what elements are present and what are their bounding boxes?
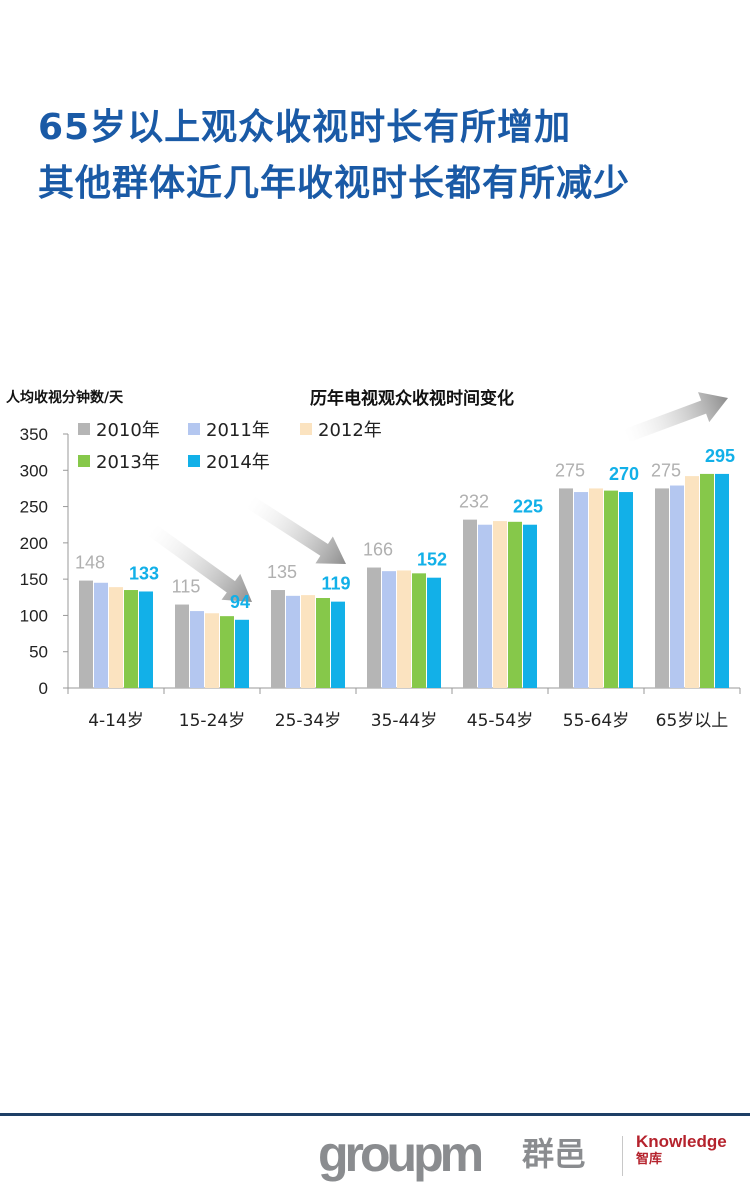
bar-2011年-25-34岁 [286,595,300,688]
bar-2010年-65岁以上 [655,488,669,688]
legend-swatch-2010年 [78,423,90,435]
bar-2014年-4-14岁 [139,591,153,688]
y-tick-label: 200 [20,534,48,553]
legend-swatch-2012年 [300,423,312,435]
data-label-2010年: 166 [363,540,393,560]
trend-arrow-up [623,392,728,443]
legend-label-2012年: 2012年 [318,420,382,441]
x-tick-label: 35-44岁 [371,711,437,731]
bar-2010年-25-34岁 [271,590,285,688]
data-label-2014年: 270 [609,464,639,484]
y-tick-label: 100 [20,606,48,625]
bar-2013年-15-24岁 [220,616,234,688]
y-tick-label: 150 [20,570,48,589]
legend-label-2011年: 2011年 [206,420,270,441]
bar-2013年-55-64岁 [604,490,618,688]
legend-swatch-2011年 [188,423,200,435]
headline: 65岁以上观众收视时长有所增加 其他群体近几年收视时长都有所减少 [38,100,630,212]
bar-2010年-45-54岁 [463,519,477,688]
data-label-2010年: 148 [75,553,105,573]
legend-label-2013年: 2013年 [96,452,160,473]
data-label-2010年: 275 [651,460,681,480]
bar-2010年-35-44岁 [367,567,381,688]
bar-2014年-65岁以上 [715,473,729,688]
bar-2011年-65岁以上 [670,485,684,688]
headline-line-1: 65岁以上观众收视时长有所增加 [38,107,572,148]
bar-chart: 人均收视分钟数/天 历年电视观众收视时间变化 0 50 100 150 200 250 300 3… [6,388,741,731]
data-label-2014年: 94 [230,592,250,612]
legend-label-2014年: 2014年 [206,452,270,473]
bar-2012年-55-64岁 [589,488,603,688]
y-axis-label: 人均收视分钟数/天 [6,389,124,406]
bar-2013年-35-44岁 [412,573,426,688]
bar-2011年-15-24岁 [190,611,204,688]
bar-2011年-4-14岁 [94,582,108,688]
x-tick-label: 55-64岁 [563,711,629,731]
logo-separator [622,1136,623,1176]
data-label-2010年: 275 [555,460,585,480]
bar-2010年-15-24岁 [175,604,189,688]
legend-swatch-2014年 [188,455,200,467]
chart-title: 历年电视观众收视时间变化 [310,388,514,409]
bar-2012年-15-24岁 [205,613,219,688]
bar-2012年-65岁以上 [685,476,699,688]
bar-2012年-25-34岁 [301,595,315,688]
bar-2011年-45-54岁 [478,524,492,688]
y-tick-label: 50 [29,643,48,662]
data-label-2014年: 119 [321,574,350,594]
data-label-2010年: 232 [459,492,489,512]
bar-2011年-55-64岁 [574,492,588,688]
x-tick-label: 15-24岁 [179,711,245,731]
bar-2014年-35-44岁 [427,577,441,688]
bar-2014年-55-64岁 [619,492,633,688]
legend-label-2010年: 2010年 [96,420,160,441]
footer-divider [0,1113,750,1116]
bar-2012年-35-44岁 [397,570,411,688]
groupm-logo-cn: 群邑 [522,1135,587,1173]
data-label-2014年: 295 [705,446,735,466]
bar-2010年-55-64岁 [559,488,573,688]
headline-line-2: 其他群体近几年收视时长都有所减少 [38,163,631,204]
trend-arrow-down-1 [147,524,252,602]
bar-2013年-4-14岁 [124,590,138,688]
y-tick-label: 350 [20,425,48,444]
x-tick-label: 65岁以上 [656,711,729,731]
bar-2014年-15-24岁 [235,619,249,688]
bar-2012年-4-14岁 [109,587,123,688]
data-label-2010年: 135 [267,562,297,582]
data-label-2010年: 115 [172,577,201,597]
data-label-2014年: 152 [417,550,447,570]
x-tick-label: 4-14岁 [88,711,144,731]
bar-2014年-25-34岁 [331,601,345,688]
data-label-2014年: 225 [513,497,543,517]
bar-2010年-4-14岁 [79,580,93,688]
trend-arrow-down-2 [246,496,346,564]
knowledge-label-cn: 智库 [636,1152,663,1167]
y-tick-label: 0 [39,679,48,698]
bar-2013年-45-54岁 [508,521,522,688]
bar-2012年-45-54岁 [493,521,507,688]
y-tick-label: 300 [20,461,48,480]
footer: groupm 群邑 Knowledge 智库 [0,1116,750,1189]
bar-2011年-35-44岁 [382,571,396,688]
bar-2013年-65岁以上 [700,473,714,688]
data-label-2014年: 133 [129,563,159,583]
bar-2013年-25-34岁 [316,598,330,688]
x-tick-label: 45-54岁 [467,711,533,731]
groupm-logo: groupm [318,1126,484,1182]
x-tick-label: 25-34岁 [275,711,341,731]
knowledge-label: Knowledge [636,1132,727,1151]
legend-swatch-2013年 [78,455,90,467]
y-tick-label: 250 [20,498,48,517]
bar-2014年-45-54岁 [523,524,537,688]
